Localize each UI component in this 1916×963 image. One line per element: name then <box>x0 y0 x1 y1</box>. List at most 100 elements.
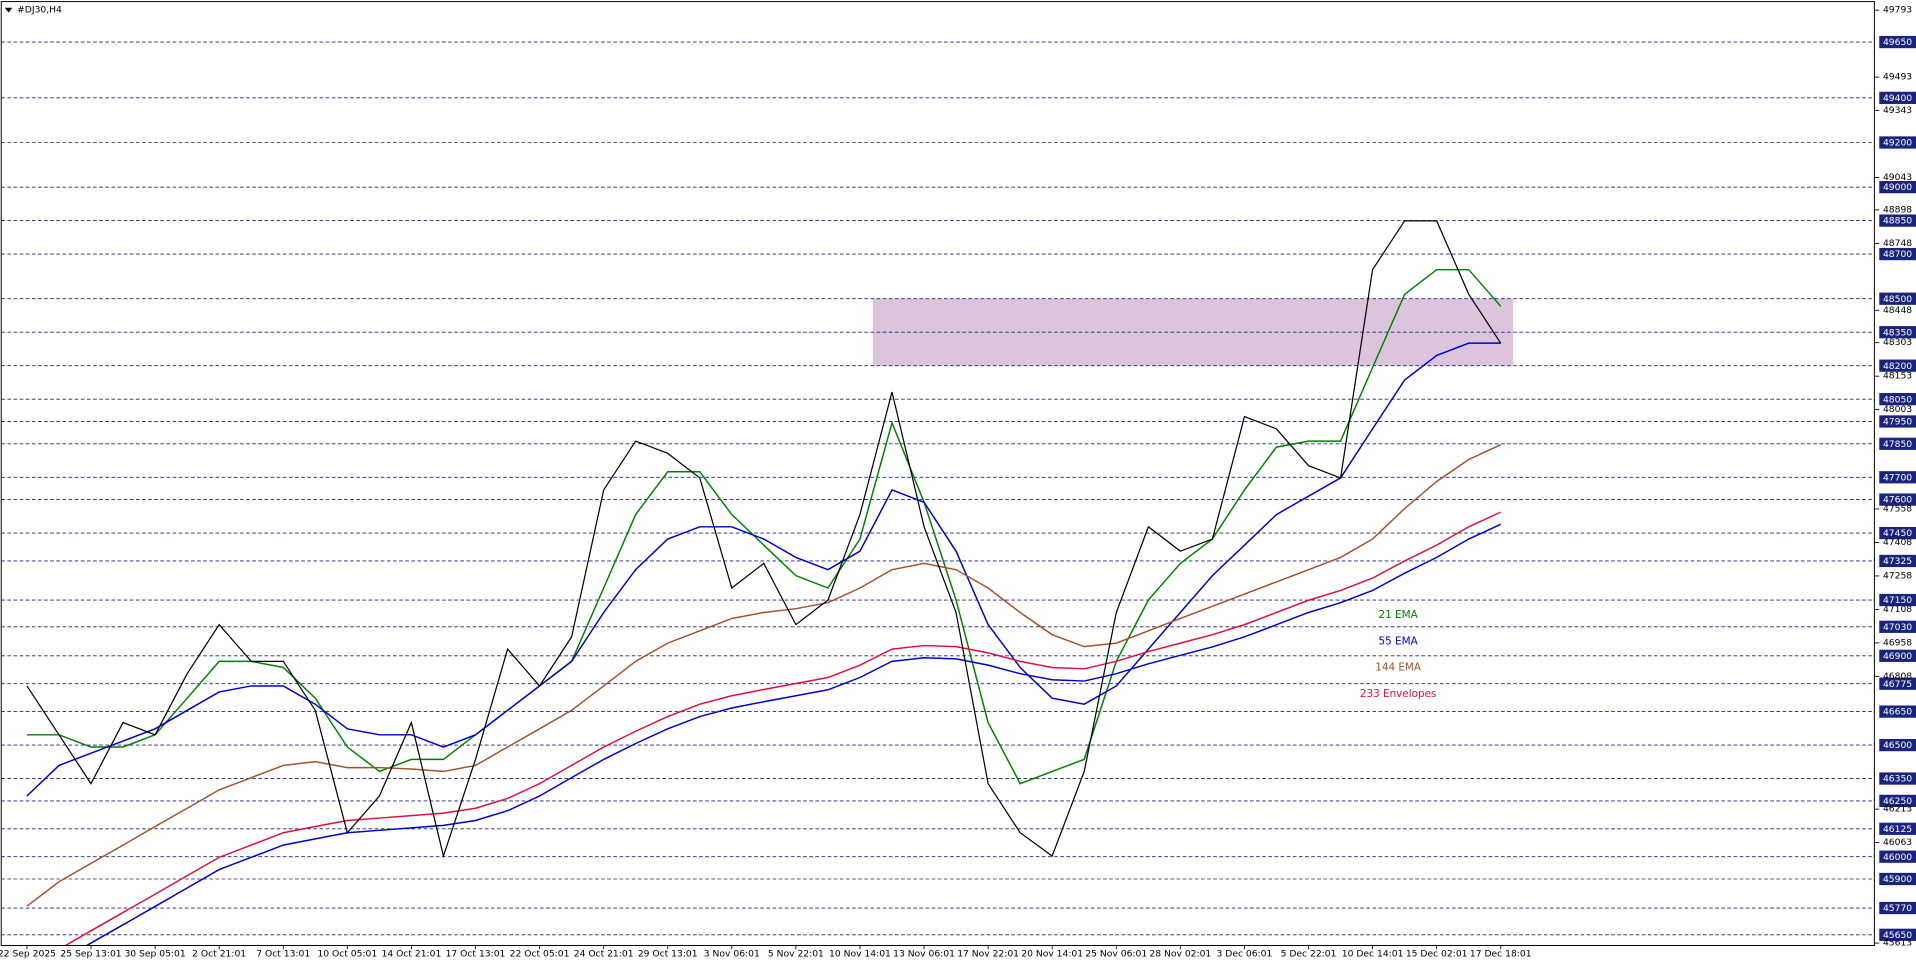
line <box>26 443 1502 907</box>
x-tick-label: 22 Sep 2025 <box>0 949 56 960</box>
level-label-box <box>1879 620 1916 633</box>
y-tick-label: 46808 <box>1883 671 1912 682</box>
level-label-box <box>1879 901 1916 915</box>
level-label: 46900 <box>1883 651 1912 662</box>
level-label: 47600 <box>1883 495 1912 506</box>
x-tick-label: 20 Nov 14:01 <box>1021 949 1083 960</box>
level-label-box <box>1879 738 1916 752</box>
x-tick-label: 30 Sep 05:01 <box>124 949 185 960</box>
level-label: 49200 <box>1883 138 1912 149</box>
level-label-box <box>1879 181 1916 194</box>
x-tick-label: 5 Dec 22:01 <box>1281 949 1337 960</box>
x-tick-label: 17 Oct 13:01 <box>446 949 506 960</box>
level-label-box <box>1879 526 1916 540</box>
y-tick-label: 49493 <box>1883 72 1912 83</box>
plot-border <box>0 1 1875 946</box>
level-label-box <box>1879 437 1916 450</box>
x-tick-label: 2 Oct 21:01 <box>192 949 246 960</box>
level-label-box <box>1879 554 1916 568</box>
y-tick-label: 48153 <box>1883 371 1912 382</box>
level-label: 48350 <box>1883 327 1912 338</box>
y-tick-label: 49043 <box>1883 172 1912 183</box>
level-label-box <box>1879 91 1916 104</box>
plot-area <box>1 41 1875 946</box>
x-tick-label: 14 Oct 21:01 <box>382 949 442 960</box>
y-tick-label: 49343 <box>1883 105 1912 116</box>
legend-label: 144 EMA <box>1375 662 1422 674</box>
y-tick-label: 47108 <box>1883 604 1912 615</box>
x-tick-label: 13 Nov 06:01 <box>893 949 955 960</box>
line <box>26 342 1501 797</box>
y-tick-label: 48303 <box>1883 337 1912 348</box>
level-label: 46250 <box>1883 796 1912 807</box>
level-label: 45900 <box>1883 874 1912 885</box>
x-tick-label: 7 Oct 13:01 <box>256 949 310 960</box>
level-label: 46500 <box>1883 740 1912 751</box>
line <box>85 523 1502 946</box>
level-label-box <box>1879 850 1916 863</box>
level-label-box <box>1879 593 1916 607</box>
level-label-box <box>1879 794 1916 808</box>
y-tick-label: 45613 <box>1883 938 1912 949</box>
level-label-box <box>1879 415 1916 428</box>
chart-title: #DJ30,H4 <box>17 5 62 16</box>
x-tick-label: 25 Sep 13:01 <box>60 949 121 960</box>
x-tick-label: 25 Nov 06:01 <box>1085 949 1147 960</box>
level-label-box <box>1879 247 1916 261</box>
level-label-box <box>1879 136 1916 149</box>
level-label: 48050 <box>1883 394 1912 405</box>
level-label-box <box>1879 493 1916 506</box>
level-label-box <box>1879 705 1916 718</box>
level-label-box <box>1879 359 1916 372</box>
legend-label: 21 EMA <box>1379 609 1419 621</box>
x-tick-label: 22 Oct 05:01 <box>510 949 570 960</box>
level-label: 49400 <box>1883 93 1912 104</box>
x-tick-label: 3 Nov 06:01 <box>704 949 760 960</box>
level-label: 46650 <box>1883 707 1912 718</box>
y-tick-label: 46958 <box>1883 637 1912 648</box>
y-tick-label: 47258 <box>1883 570 1912 581</box>
y-tick-label: 46213 <box>1883 804 1912 815</box>
x-tick-label: 10 Dec 14:01 <box>1342 949 1404 960</box>
level-label: 48700 <box>1883 249 1912 260</box>
level-label: 45770 <box>1883 903 1912 914</box>
level-label-box <box>1879 326 1916 339</box>
level-label: 48200 <box>1883 361 1912 372</box>
line <box>26 268 1502 785</box>
level-label: 47850 <box>1883 439 1912 450</box>
level-label: 47950 <box>1883 417 1912 428</box>
level-label-box <box>1879 471 1916 484</box>
x-tick-label: 17 Nov 22:01 <box>957 949 1019 960</box>
level-label: 47030 <box>1883 622 1912 633</box>
level-label-box <box>1879 772 1916 785</box>
level-label: 45650 <box>1883 930 1912 941</box>
y-tick-label: 48898 <box>1883 204 1912 215</box>
x-tick-label: 17 Dec 18:01 <box>1470 949 1532 960</box>
level-label: 48500 <box>1883 294 1912 305</box>
level-label: 46775 <box>1883 679 1912 690</box>
y-tick-label: 46063 <box>1883 837 1912 848</box>
y-tick-label: 48748 <box>1883 238 1912 249</box>
level-label-box <box>1879 214 1916 227</box>
level-label: 46125 <box>1883 824 1912 835</box>
level-label-box <box>1879 928 1916 941</box>
x-tick-label: 10 Oct 05:01 <box>317 949 377 960</box>
level-label: 47450 <box>1883 528 1912 539</box>
x-tick-label: 29 Oct 13:01 <box>638 949 698 960</box>
x-tick-label: 3 Dec 06:01 <box>1217 949 1273 960</box>
level-label-box <box>1879 393 1916 406</box>
y-tick-label: 48003 <box>1883 404 1912 415</box>
y-tick-label: 48448 <box>1883 305 1912 316</box>
x-tick-label: 10 Nov 14:01 <box>829 949 891 960</box>
level-label: 47325 <box>1883 556 1912 567</box>
level-label: 46000 <box>1883 852 1912 863</box>
x-tick-label: 28 Nov 02:01 <box>1149 949 1211 960</box>
y-tick-label: 47408 <box>1883 537 1912 548</box>
level-label-box <box>1879 649 1916 662</box>
y-tick-label: 49793 <box>1883 5 1912 16</box>
level-label-box <box>1879 677 1916 690</box>
level-label-box <box>1879 292 1916 305</box>
menu-arrow[interactable] <box>4 7 13 13</box>
legend-label: 55 EMA <box>1379 635 1419 647</box>
